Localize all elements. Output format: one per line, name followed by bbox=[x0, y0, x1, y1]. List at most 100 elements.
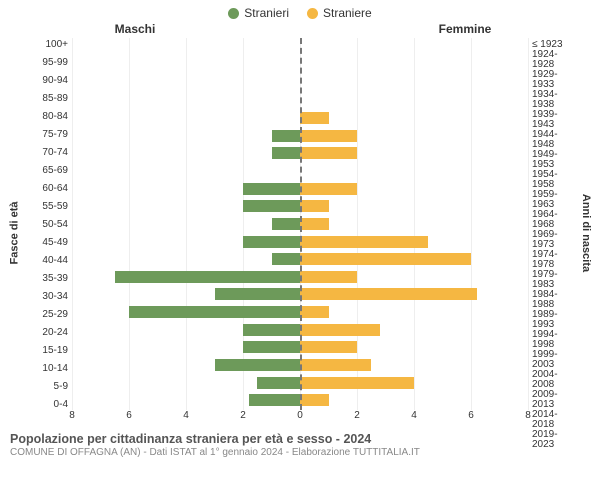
y-axis-label-right: Anni di nascita bbox=[578, 38, 594, 428]
plot-area: 8 6 4 2 0 2 4 6 8 bbox=[72, 38, 528, 428]
x-tick: 0 bbox=[297, 410, 303, 421]
x-tick: 2 bbox=[240, 410, 246, 421]
birth-label: 1979-1983 bbox=[528, 270, 578, 290]
bar-male bbox=[215, 288, 301, 300]
birth-label: 2014-2018 bbox=[528, 410, 578, 430]
birth-label: 1999-2003 bbox=[528, 350, 578, 370]
age-group-labels: 100+ 95-99 90-94 85-89 80-84 75-79 70-74 65-69 6… bbox=[22, 38, 72, 428]
age-label: 10-14 bbox=[22, 364, 72, 374]
birth-label: 1949-1953 bbox=[528, 150, 578, 170]
center-baseline bbox=[300, 38, 302, 410]
bar-male bbox=[115, 271, 300, 283]
bar-female bbox=[300, 359, 371, 371]
chart-subtitle: COMUNE DI OFFAGNA (AN) - Dati ISTAT al 1… bbox=[10, 447, 590, 458]
x-tick: 4 bbox=[183, 410, 189, 421]
bar-male bbox=[257, 377, 300, 389]
x-tick: 6 bbox=[468, 410, 474, 421]
bar-female bbox=[300, 271, 357, 283]
bar-female bbox=[300, 147, 357, 159]
age-label: 30-34 bbox=[22, 292, 72, 302]
age-label: 0-4 bbox=[22, 400, 72, 410]
bar-male bbox=[243, 200, 300, 212]
bar-male bbox=[272, 253, 301, 265]
swatch-female bbox=[307, 8, 318, 19]
bar-male bbox=[129, 306, 300, 318]
age-label: 25-29 bbox=[22, 310, 72, 320]
birth-label: 1994-1998 bbox=[528, 330, 578, 350]
birth-label: 1989-1993 bbox=[528, 310, 578, 330]
header-female: Femmine bbox=[300, 22, 600, 38]
bar-female bbox=[300, 112, 329, 124]
bar-female bbox=[300, 253, 471, 265]
age-label: 45-49 bbox=[22, 238, 72, 248]
birth-label: 2004-2008 bbox=[528, 370, 578, 390]
chart-title: Popolazione per cittadinanza straniera p… bbox=[10, 432, 590, 446]
age-label: 75-79 bbox=[22, 130, 72, 140]
bar-female bbox=[300, 324, 380, 336]
header-male: Maschi bbox=[0, 22, 300, 38]
bar-male bbox=[243, 236, 300, 248]
bar-male bbox=[249, 394, 300, 406]
bar-male bbox=[272, 130, 301, 142]
birth-label: 1944-1948 bbox=[528, 130, 578, 150]
birth-label: 2019-2023 bbox=[528, 430, 578, 450]
age-label: 55-59 bbox=[22, 202, 72, 212]
birth-label: 1924-1928 bbox=[528, 50, 578, 70]
age-label: 50-54 bbox=[22, 220, 72, 230]
y-axis-label-left: Fasce di età bbox=[6, 38, 22, 428]
bar-female bbox=[300, 341, 357, 353]
birth-label: 1954-1958 bbox=[528, 170, 578, 190]
legend-item-female: Straniere bbox=[307, 6, 372, 20]
age-label: 35-39 bbox=[22, 274, 72, 284]
legend-label-female: Straniere bbox=[323, 6, 372, 20]
birth-label: 1959-1963 bbox=[528, 190, 578, 210]
age-label: 95-99 bbox=[22, 58, 72, 68]
chart: Fasce di età 100+ 95-99 90-94 85-89 80-84 75-… bbox=[0, 38, 600, 428]
legend: Stranieri Straniere bbox=[0, 0, 600, 22]
bar-male bbox=[272, 147, 301, 159]
legend-item-male: Stranieri bbox=[228, 6, 289, 20]
age-label: 5-9 bbox=[22, 382, 72, 392]
birth-label: 1984-1988 bbox=[528, 290, 578, 310]
x-tick: 8 bbox=[525, 410, 531, 421]
age-label: 20-24 bbox=[22, 328, 72, 338]
legend-label-male: Stranieri bbox=[244, 6, 289, 20]
swatch-male bbox=[228, 8, 239, 19]
age-label: 80-84 bbox=[22, 112, 72, 122]
birth-year-labels: ≤ 19231924-19281929-19331934-19381939-19… bbox=[528, 38, 578, 428]
x-tick: 8 bbox=[69, 410, 75, 421]
birth-label: 1934-1938 bbox=[528, 90, 578, 110]
birth-label: 1964-1968 bbox=[528, 210, 578, 230]
x-tick: 2 bbox=[354, 410, 360, 421]
birth-label: 2009-2013 bbox=[528, 390, 578, 410]
birth-label: 1929-1933 bbox=[528, 70, 578, 90]
column-headers: Maschi Femmine bbox=[0, 22, 600, 38]
bar-male bbox=[243, 183, 300, 195]
bar-female bbox=[300, 394, 329, 406]
bar-female bbox=[300, 218, 329, 230]
bar-female bbox=[300, 130, 357, 142]
age-label: 15-19 bbox=[22, 346, 72, 356]
age-label: 65-69 bbox=[22, 166, 72, 176]
age-label: 60-64 bbox=[22, 184, 72, 194]
birth-label: 1974-1978 bbox=[528, 250, 578, 270]
age-label: 85-89 bbox=[22, 94, 72, 104]
age-label: 100+ bbox=[22, 40, 72, 50]
bar-male bbox=[272, 218, 301, 230]
footer: Popolazione per cittadinanza straniera p… bbox=[0, 428, 600, 458]
x-tick: 4 bbox=[411, 410, 417, 421]
birth-label: 1969-1973 bbox=[528, 230, 578, 250]
bar-male bbox=[243, 341, 300, 353]
age-label: 40-44 bbox=[22, 256, 72, 266]
x-tick: 6 bbox=[126, 410, 132, 421]
age-label: 70-74 bbox=[22, 148, 72, 158]
bar-female bbox=[300, 377, 414, 389]
age-label: 90-94 bbox=[22, 76, 72, 86]
bar-female bbox=[300, 236, 428, 248]
bar-male bbox=[215, 359, 301, 371]
bar-female bbox=[300, 183, 357, 195]
bar-female bbox=[300, 288, 477, 300]
x-axis: 8 6 4 2 0 2 4 6 8 bbox=[72, 410, 528, 428]
bar-female bbox=[300, 200, 329, 212]
birth-label: 1939-1943 bbox=[528, 110, 578, 130]
